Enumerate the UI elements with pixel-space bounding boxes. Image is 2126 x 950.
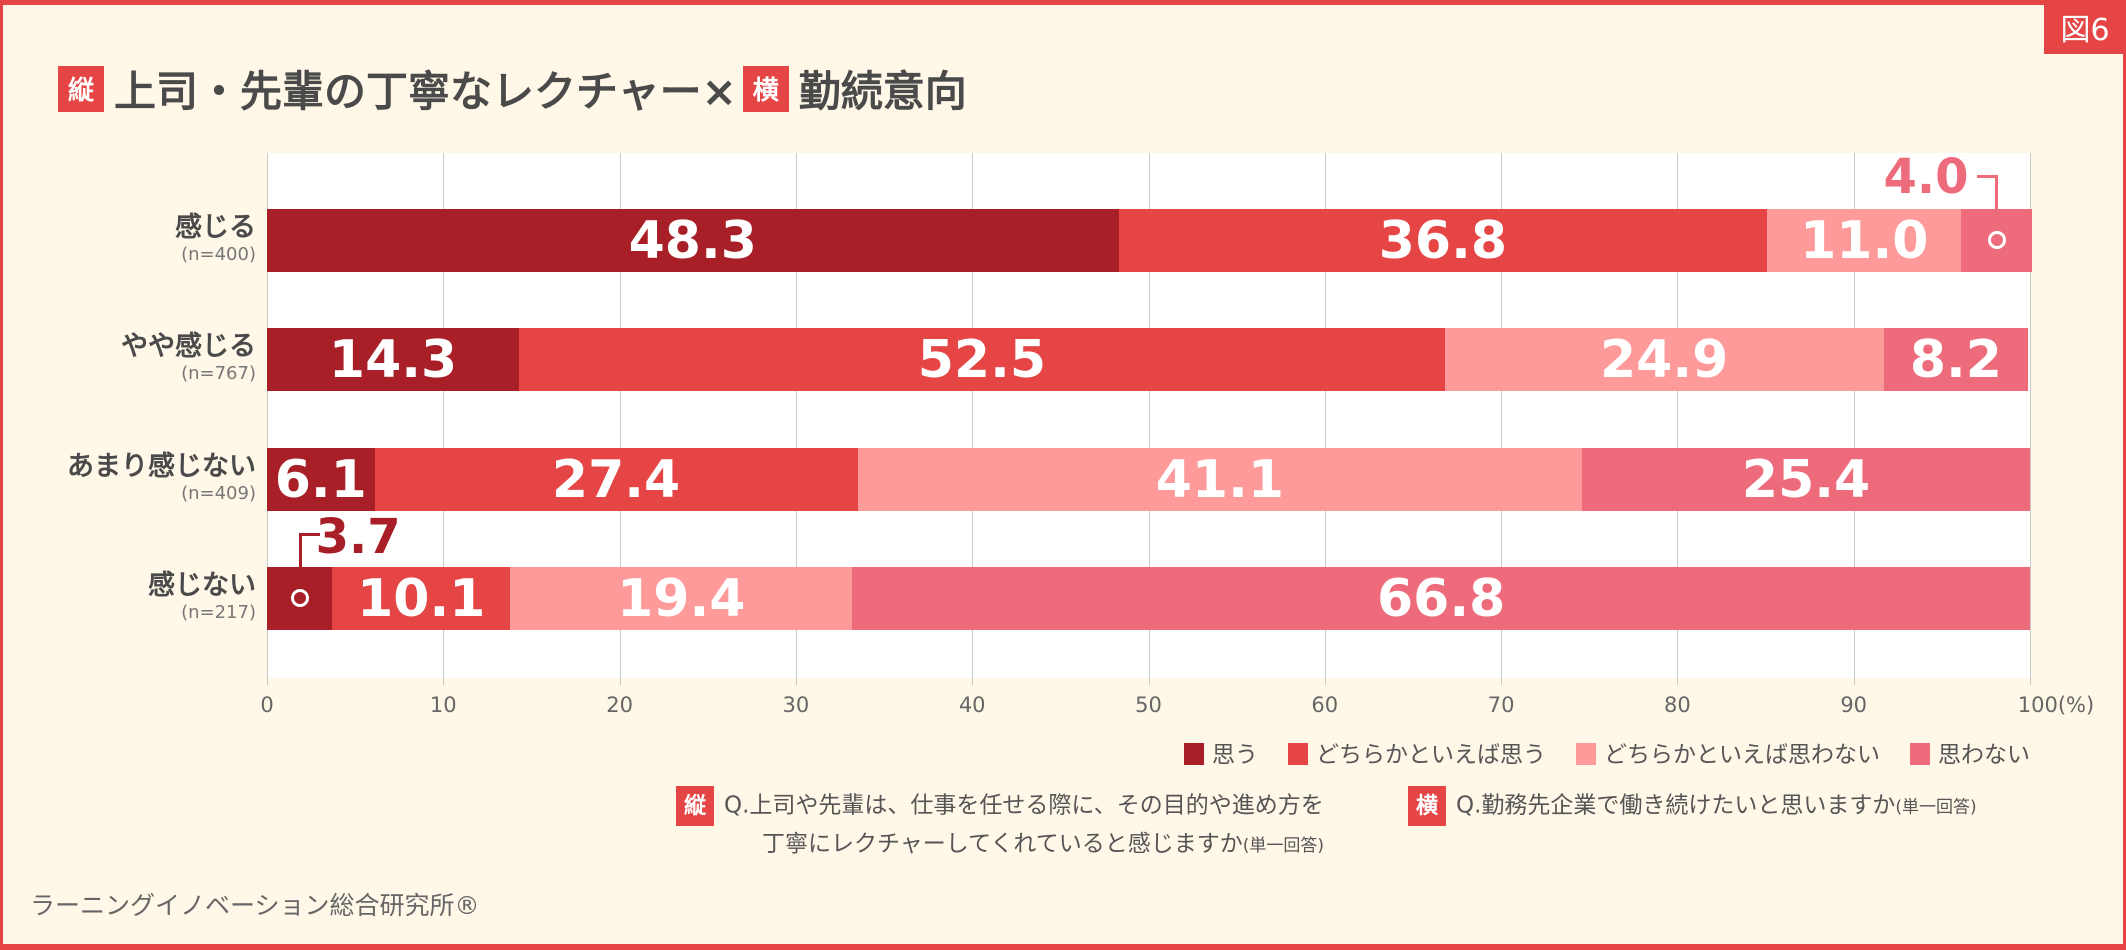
x-tick-label: 100(%) bbox=[2017, 693, 2095, 717]
footer-credit: ラーニングイノベーション総合研究所® bbox=[30, 891, 480, 920]
x-tick-label: 80 bbox=[1664, 693, 1691, 717]
data-label: 41.1 bbox=[1155, 449, 1285, 510]
category-n: (n=767) bbox=[181, 363, 256, 384]
figure-label: 図6 bbox=[2044, 0, 2126, 54]
x-tick-label: 30 bbox=[782, 693, 810, 717]
bar-segment bbox=[1767, 209, 1962, 272]
bar-segment bbox=[510, 567, 853, 630]
category-name: やや感じる bbox=[121, 331, 256, 362]
bar-segment bbox=[1118, 209, 1768, 272]
bar-segment bbox=[374, 448, 858, 511]
horizontal-question: 横 Q.勤務先企業で働き続けたいと思いますか(単一回答) bbox=[1408, 786, 1977, 827]
chart-title: 縦 上司・先輩の丁寧なレクチャー× 横 勤続意向 bbox=[58, 58, 967, 119]
legend: 思う どちらかといえば思う どちらかといえば思わない 思わない bbox=[1184, 735, 2030, 769]
legend-label: どちらかといえば思わない bbox=[1604, 742, 1880, 768]
category-n: (n=409) bbox=[181, 483, 256, 504]
x-tick-label: 50 bbox=[1135, 693, 1162, 717]
data-label: 25.4 bbox=[1741, 449, 1871, 510]
legend-label: 思う bbox=[1212, 742, 1258, 768]
data-label: 8.2 bbox=[1909, 329, 2002, 390]
question-line: Q.上司や先輩は、仕事を任せる際に、その目的や進め方を bbox=[724, 792, 1324, 819]
data-label: 19.4 bbox=[617, 568, 746, 629]
gridline bbox=[619, 153, 621, 685]
bar-segment bbox=[857, 448, 1583, 511]
question-line: Q.勤務先企業で働き続けたいと思いますか bbox=[1456, 792, 1896, 819]
bar-segment bbox=[1883, 328, 2029, 391]
gridline bbox=[2030, 153, 2031, 685]
bar-segment bbox=[267, 448, 375, 511]
data-label: 24.9 bbox=[1600, 329, 1729, 390]
gridline bbox=[1501, 153, 1503, 685]
gridline bbox=[1677, 153, 1679, 685]
x-tick-label: 40 bbox=[958, 693, 986, 717]
x-tick-label: 0 bbox=[260, 693, 274, 717]
data-label: 36.8 bbox=[1378, 210, 1508, 271]
gridline bbox=[972, 153, 974, 685]
data-label: 14.3 bbox=[328, 329, 458, 390]
data-label: 66.8 bbox=[1376, 568, 1506, 629]
legend-item: 思わない bbox=[1910, 735, 2030, 769]
category-label: 感じない (n=217) bbox=[148, 563, 256, 623]
gridline bbox=[1148, 153, 1150, 685]
bar-segment bbox=[267, 209, 1119, 272]
legend-label: 思わない bbox=[1938, 742, 2030, 768]
vertical-tag: 縦 bbox=[676, 786, 714, 826]
x-tick-label: 90 bbox=[1840, 693, 1868, 717]
question-note: (単一回答) bbox=[1242, 836, 1324, 856]
horizontal-tag: 横 bbox=[742, 65, 789, 112]
horizontal-tag: 横 bbox=[1408, 786, 1446, 826]
bar-segment bbox=[1444, 328, 1884, 391]
question-note: (単一回答) bbox=[1895, 797, 1977, 818]
callout-line bbox=[1976, 175, 1998, 234]
legend-swatch bbox=[1184, 743, 1204, 765]
gridline bbox=[1853, 153, 1855, 685]
legend-swatch bbox=[1288, 743, 1308, 765]
callout-marker bbox=[290, 589, 309, 607]
data-label: 10.1 bbox=[357, 568, 486, 629]
data-label: 52.5 bbox=[917, 329, 1047, 390]
x-tick-label: 70 bbox=[1487, 693, 1515, 717]
gridline bbox=[267, 153, 268, 685]
legend-swatch bbox=[1910, 743, 1930, 765]
title-part1: 上司・先輩の丁寧なレクチャー× bbox=[114, 67, 737, 116]
category-label: 感じる (n=400) bbox=[175, 205, 256, 265]
bar-segment bbox=[332, 567, 511, 630]
category-label: やや感じる (n=767) bbox=[121, 324, 256, 384]
vertical-question: 縦 Q.上司や先輩は、仕事を任せる際に、その目的や進め方を 丁寧にレクチャーしてく… bbox=[676, 786, 1324, 865]
category-n: (n=217) bbox=[181, 602, 256, 623]
bar-segment bbox=[267, 328, 520, 391]
data-label: 6.1 bbox=[274, 449, 367, 510]
x-tick-label: 20 bbox=[606, 693, 633, 717]
category-name: あまり感じない bbox=[67, 451, 256, 482]
gridline bbox=[443, 153, 445, 685]
category-name: 感じる bbox=[175, 212, 256, 243]
gridline bbox=[1324, 153, 1326, 685]
bar-segment bbox=[519, 328, 1445, 391]
data-label: 3.7 bbox=[315, 509, 401, 565]
category-name: 感じない bbox=[148, 570, 256, 601]
x-tick-label: 10 bbox=[429, 693, 457, 717]
data-label: 4.0 bbox=[1883, 149, 1969, 205]
data-label: 27.4 bbox=[551, 449, 681, 510]
legend-swatch bbox=[1576, 743, 1596, 765]
data-label: 11.0 bbox=[1800, 210, 1929, 271]
callout-line bbox=[298, 533, 320, 592]
category-n: (n=400) bbox=[181, 244, 256, 265]
x-tick-label: 60 bbox=[1311, 693, 1339, 717]
callout-marker bbox=[1987, 231, 2006, 249]
bar-segment bbox=[1582, 448, 2030, 511]
question-line: 丁寧にレクチャーしてくれていると感じますか bbox=[762, 831, 1243, 857]
gridline bbox=[795, 153, 797, 685]
legend-label: どちらかといえば思う bbox=[1316, 742, 1546, 768]
bar-segment bbox=[852, 567, 2030, 630]
vertical-tag: 縦 bbox=[58, 65, 104, 112]
title-part2: 勤続意向 bbox=[798, 67, 967, 116]
data-label: 48.3 bbox=[628, 210, 757, 271]
category-label: あまり感じない (n=409) bbox=[67, 444, 256, 504]
legend-item: 思う bbox=[1184, 735, 1258, 769]
legend-item: どちらかといえば思わない bbox=[1576, 735, 1880, 769]
legend-item: どちらかといえば思う bbox=[1288, 735, 1546, 769]
